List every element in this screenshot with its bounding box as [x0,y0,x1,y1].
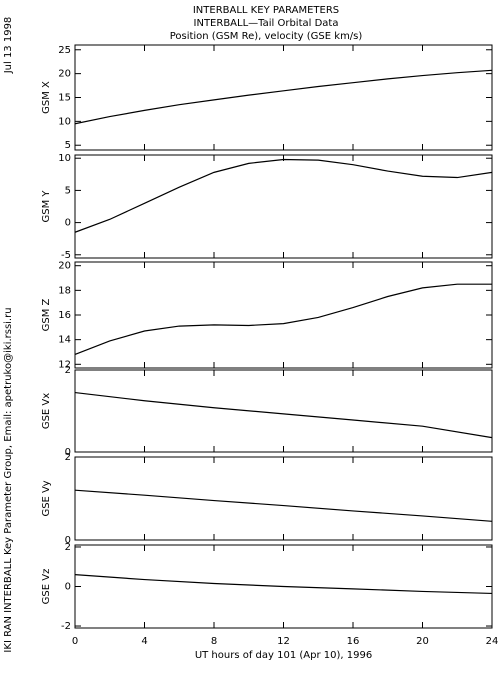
y-tick-label: -5 [61,250,71,261]
data-line [74,391,493,439]
y-tick-label: 25 [58,45,71,56]
plot-frame [74,369,493,453]
y-tick-label: 0 [65,218,71,229]
x-tick-label: 20 [416,636,429,647]
y-tick-label: 20 [58,261,71,272]
y-tick-label: 0 [65,535,71,546]
y-axis-label: GSE Vy [41,480,52,516]
y-tick-label: 12 [58,359,71,370]
y-axis-label: GSM X [41,81,52,114]
data-line [74,69,493,125]
data-line [74,158,493,233]
y-tick-label: 20 [58,69,71,80]
plot-frame [74,261,493,369]
y-axis-label: GSM Y [41,190,52,223]
title: INTERBALL—Tail Orbital Data [194,18,339,29]
x-tick-label: 12 [277,636,290,647]
data-line [74,489,493,522]
side-credit: IKI RAN INTERBALL Key Parameter Group, E… [3,307,14,652]
y-tick-label: 0 [65,582,71,593]
x-tick-label: 4 [141,636,147,647]
y-axis-label: GSM Z [41,298,52,331]
x-tick-label: 0 [72,636,78,647]
y-tick-label: -2 [61,621,71,632]
x-tick-label: 24 [486,636,499,647]
y-tick-label: 2 [65,542,71,553]
y-tick-label: 2 [65,365,71,376]
y-tick-label: 5 [65,185,71,196]
side-date: Jul 13 1998 [3,17,14,75]
x-tick-label: 16 [347,636,360,647]
data-line [74,574,493,595]
data-line [74,283,492,356]
title: Position (GSM Re), velocity (GSE km/s) [170,31,363,42]
y-tick-label: 2 [65,452,71,463]
title: INTERBALL KEY PARAMETERS [193,5,339,16]
y-tick-label: 18 [58,285,71,296]
plot-frame [74,44,493,151]
y-tick-label: 16 [58,310,71,321]
y-tick-label: 10 [58,153,71,164]
x-tick-label: 8 [211,636,217,647]
y-tick-label: 0 [65,447,71,458]
y-axis-label: GSE Vx [41,393,52,429]
x-axis-label: UT hours of day 101 (Apr 10), 1996 [195,650,372,661]
plot-frame [74,456,493,541]
y-axis-label: GSE Vz [41,569,52,605]
y-tick-label: 5 [65,140,71,151]
y-tick-label: 15 [58,93,71,104]
y-tick-label: 10 [58,116,71,127]
y-tick-label: 14 [58,335,71,346]
